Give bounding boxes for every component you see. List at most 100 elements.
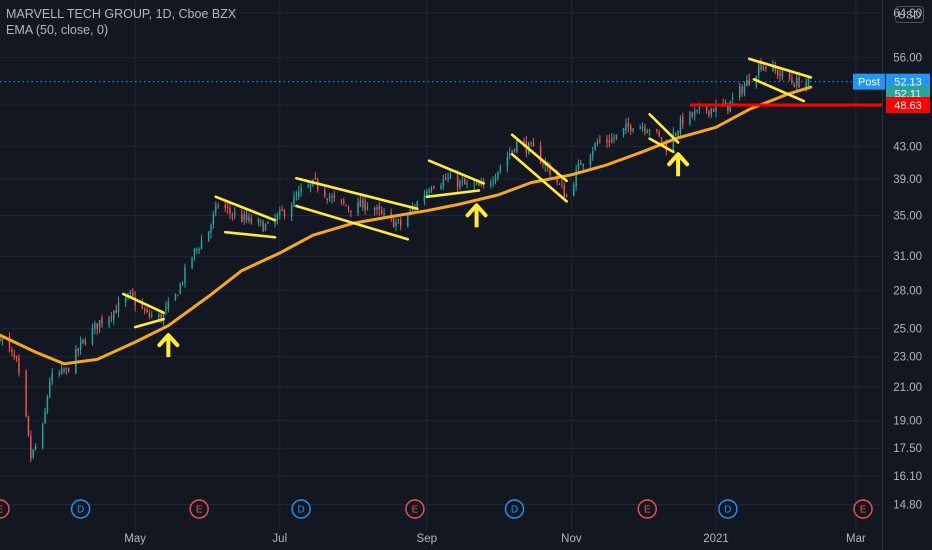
candle-26: [84, 337, 87, 346]
channel-0-lower: [133, 317, 165, 329]
earnings-marker-0[interactable]: E: [0, 499, 10, 519]
candle-65: [215, 201, 217, 217]
candle-88: [293, 191, 295, 208]
candles: [0, 58, 810, 463]
candle-15: [49, 377, 51, 399]
candle-8: [27, 415, 30, 438]
candle-81: [267, 220, 269, 225]
time-axis[interactable]: May Jul Sep Nov 2021 Mar: [124, 533, 866, 545]
candle-2: [8, 332, 11, 353]
arrow-up-icon-1: [465, 203, 488, 228]
candle-3: [11, 347, 13, 357]
candle-46: [151, 310, 153, 319]
channel-6-upper: [747, 57, 813, 79]
candle-133: [442, 174, 445, 190]
candle-109: [362, 195, 364, 211]
dividend-marker-3[interactable]: D: [291, 499, 311, 519]
candle-108: [359, 195, 362, 207]
candle-20: [65, 367, 68, 375]
candle-236: [781, 69, 784, 81]
event-label: D: [77, 505, 84, 516]
price-axis[interactable]: 64.00 56.00 43.00 39.00 35.00 31.00 28.00 25.00…: [893, 8, 922, 512]
y-tick-3: 43.00: [893, 141, 922, 153]
x-tick-0: May: [124, 533, 146, 545]
candle-55: [181, 281, 184, 286]
candle-221: [731, 92, 734, 105]
candle-19: [63, 367, 65, 374]
event-label: E: [644, 505, 651, 516]
candle-173: [575, 164, 577, 191]
candle-208: [691, 111, 694, 119]
candle-130: [430, 185, 433, 193]
candle-186: [615, 134, 618, 141]
annotations: [121, 57, 813, 358]
candle-9: [30, 430, 32, 463]
candle-110: [364, 196, 366, 215]
candle-121: [399, 217, 402, 231]
candle-235: [779, 69, 781, 82]
dividend-marker-5[interactable]: D: [504, 499, 525, 519]
earnings-marker-4[interactable]: E: [405, 499, 425, 519]
candle-196: [648, 128, 651, 137]
channel-1-upper: [214, 195, 277, 222]
y-tick-8: 25.00: [893, 323, 922, 335]
candle-231: [765, 65, 767, 73]
candle-215: [712, 107, 715, 113]
y-tick-6: 31.00: [893, 251, 922, 263]
candle-77: [257, 217, 260, 227]
channel-3-upper: [427, 159, 485, 185]
candle-37: [124, 295, 127, 308]
candle-240: [795, 73, 798, 92]
candle-120: [397, 218, 400, 225]
x-tick-3: Nov: [561, 533, 582, 545]
candle-134: [445, 173, 447, 181]
candle-111: [366, 202, 369, 211]
candle-114: [378, 201, 381, 216]
candle-44: [146, 306, 148, 314]
candle-139: [461, 176, 464, 187]
candle-222: [739, 82, 741, 101]
event-label: E: [0, 505, 4, 516]
candle-62: [207, 231, 210, 242]
candle-91: [300, 183, 302, 197]
earnings-marker-2[interactable]: E: [189, 499, 209, 519]
candle-178: [592, 146, 594, 162]
y-tick-12: 17.50: [893, 443, 922, 455]
ema-line: [0, 85, 813, 366]
candle-78: [260, 218, 262, 227]
currency-badge[interactable]: USD: [895, 6, 925, 24]
x-tick-1: Jul: [272, 533, 287, 545]
candle-142: [473, 180, 475, 192]
dividend-marker-7[interactable]: D: [718, 499, 738, 519]
candle-161: [532, 137, 535, 147]
candle-127: [423, 189, 426, 206]
candle-182: [606, 134, 608, 148]
candle-93: [309, 183, 312, 193]
candle-67: [224, 201, 226, 213]
candle-95: [314, 172, 317, 180]
candle-18: [60, 364, 63, 376]
earnings-marker-8[interactable]: E: [853, 499, 873, 519]
candle-7: [25, 369, 27, 418]
symbol-title: MARVELL TECH GROUP, 1D, Cboe BZX: [6, 7, 237, 21]
candle-12: [41, 422, 44, 450]
candle-45: [148, 309, 151, 320]
candle-177: [589, 153, 592, 170]
event-label: D: [511, 505, 518, 516]
dividend-marker-1[interactable]: D: [70, 499, 91, 519]
earnings-marker-6[interactable]: E: [637, 499, 657, 519]
candle-68: [226, 201, 229, 214]
y-tick-10: 21.00: [893, 382, 922, 394]
candle-0: [0, 336, 1, 343]
candle-50: [165, 301, 167, 315]
candle-171: [565, 193, 568, 198]
candle-106: [350, 210, 352, 218]
candle-187: [622, 127, 625, 138]
candle-56: [184, 263, 186, 288]
candle-102: [340, 199, 343, 206]
candle-60: [198, 247, 200, 255]
candle-36: [117, 296, 120, 318]
candle-71: [233, 207, 236, 220]
